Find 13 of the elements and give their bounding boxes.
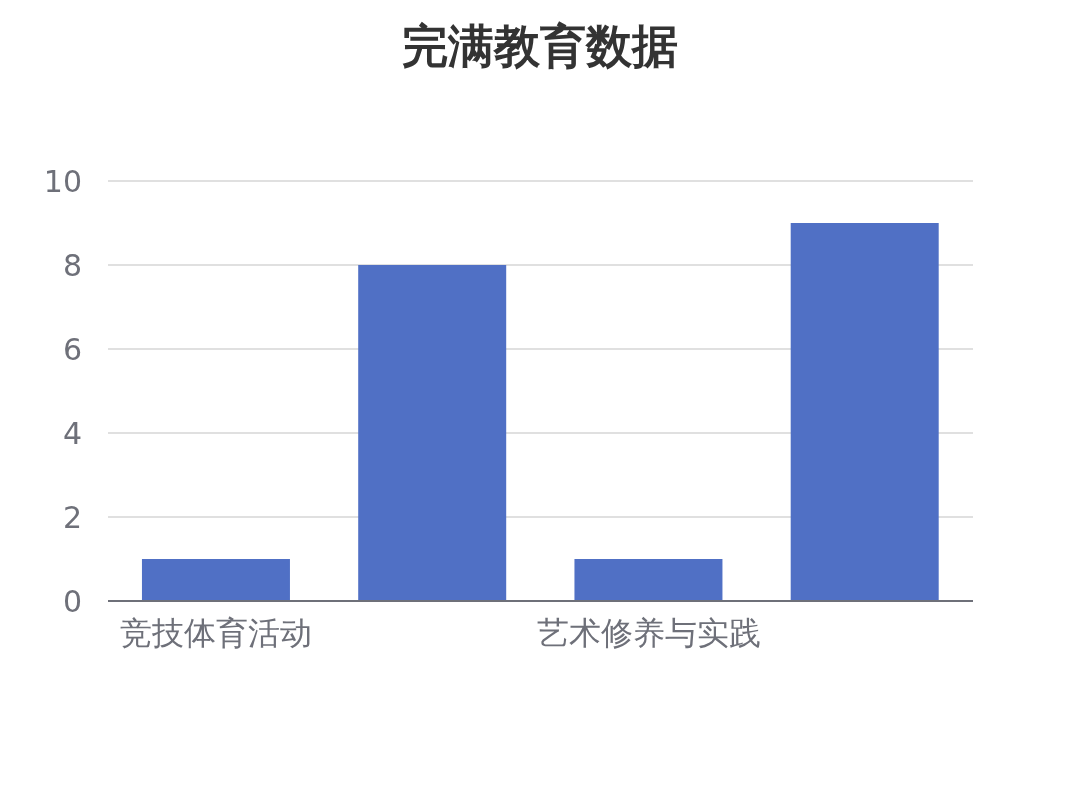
bar — [790, 223, 939, 601]
x-tick-label: 艺术修养与实践 — [536, 613, 761, 652]
y-tick-label: 8 — [62, 247, 82, 283]
chart-title: 完满教育数据 — [401, 18, 679, 75]
bar — [358, 265, 507, 601]
x-tick-label: 竞技体育活动 — [120, 613, 313, 652]
y-tick-label: 10 — [43, 163, 82, 199]
y-tick-label: 2 — [62, 499, 82, 535]
bar — [574, 559, 723, 601]
y-tick-label: 4 — [62, 415, 82, 451]
y-tick-label: 0 — [62, 583, 82, 619]
y-tick-label: 6 — [62, 331, 82, 367]
bar — [141, 559, 290, 601]
